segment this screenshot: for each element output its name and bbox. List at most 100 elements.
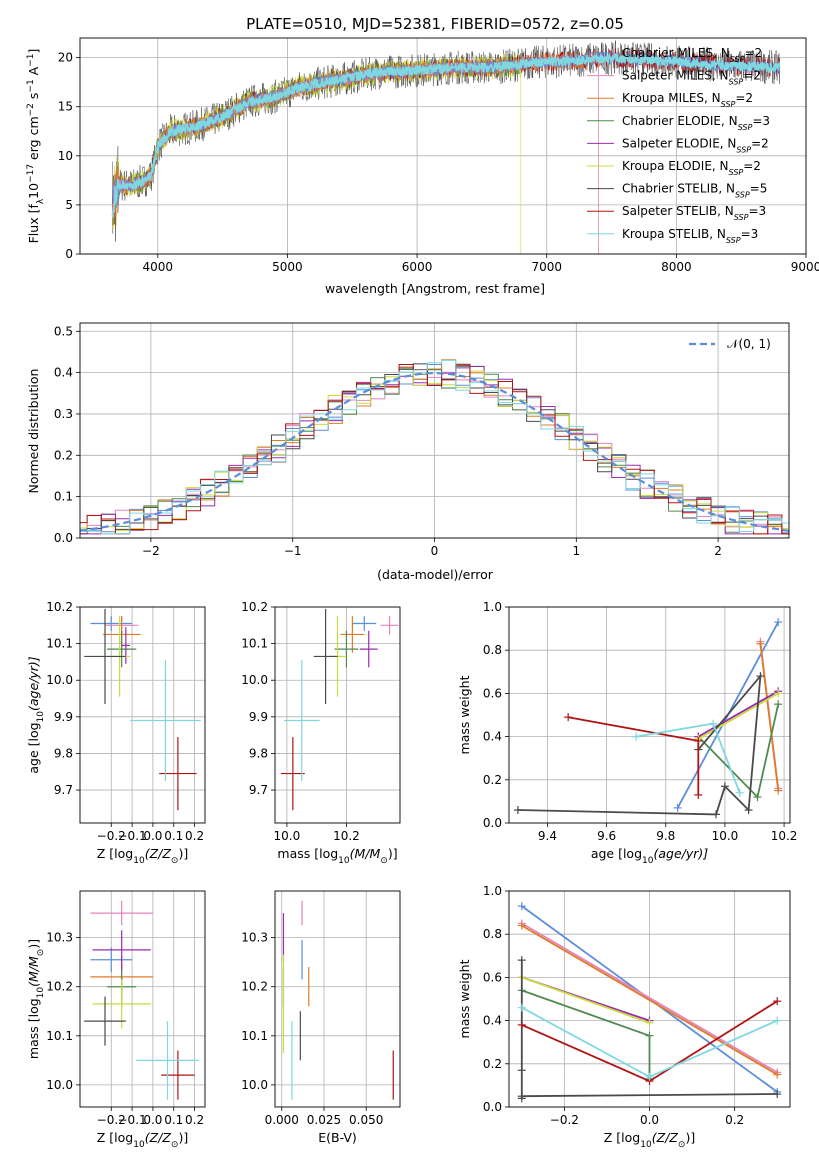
x-tick-label: 0.025 — [307, 1113, 341, 1127]
label-part: 10 — [642, 856, 654, 866]
histogram-chabrier_miles — [80, 363, 789, 535]
legend-label-kroupa_stelib: Kroupa STELIB, NSSP=3 — [622, 227, 758, 245]
residuals-axes: −2 −1 0 1 2 0.0 0.1 0.2 0.3 0.4 0.5 𝒩(0, 1) (data-mo… — [26, 322, 790, 582]
y-tick-label: 10.0 — [241, 673, 268, 687]
legend-suffix: =3 — [748, 204, 766, 218]
y-tick-label: 0.6 — [483, 686, 502, 700]
x-tick-label: −1 — [284, 544, 302, 558]
label-part: −17 — [26, 164, 36, 183]
mass_weight_vs_Z-axes-marks — [517, 902, 782, 1103]
y-tick-label: 0.3 — [54, 407, 73, 421]
label-part: Flux [f — [26, 204, 41, 244]
axes-frame — [508, 890, 791, 1108]
legend-sub: SSP — [734, 213, 749, 222]
x-tick-label: 10.2 — [333, 829, 360, 843]
legend-suffix: =2 — [743, 69, 761, 83]
label-part: 10 — [36, 711, 46, 723]
label-part: (Z/Z — [145, 846, 172, 861]
figure-title: PLATE=0510, MJD=52381, FIBERID=0572, z=0… — [246, 15, 624, 33]
label-part: )] — [178, 1130, 188, 1145]
label-part: )] — [178, 846, 188, 861]
label-part: Z [log — [97, 1130, 133, 1145]
label-part: )] — [388, 846, 398, 861]
y-tick-label: 0.4 — [483, 1014, 502, 1028]
x-tick-label: −0.1 — [118, 829, 147, 843]
y-tick-label: 20 — [58, 51, 73, 65]
residuals-axes-marks — [80, 359, 789, 535]
x-tick-label: 9.6 — [597, 829, 616, 843]
legend-label-salpeter_miles: Salpeter MILES, NSSP=2 — [622, 69, 761, 87]
x-axis-label: (data-model)/error — [377, 567, 494, 582]
y-tick-label: 10.1 — [241, 1029, 268, 1043]
histogram-salpeter_stelib — [80, 364, 789, 535]
x-tick-label: 1 — [572, 544, 580, 558]
legend-suffix: =3 — [752, 114, 770, 128]
y-tick-label: 15 — [58, 100, 73, 114]
label-part: −2 — [26, 103, 36, 116]
spectrum-axes-marks — [111, 40, 781, 254]
y-axis-label: mass weight — [457, 675, 472, 754]
label-part: (Z/Z — [652, 1130, 679, 1145]
legend-suffix: =2 — [743, 159, 761, 173]
y-axis-label: mass [log10(M/M⊙)] — [26, 939, 46, 1059]
age_vs_Z-axes-marks — [84, 608, 201, 811]
legend-text: Kroupa STELIB, N — [622, 227, 726, 241]
series-chabrier_stelib — [517, 673, 762, 816]
histogram-kroupa_elodie — [80, 370, 789, 531]
histogram-kroupa_stelib — [80, 359, 789, 535]
x-axis-label: mass [log10(M/M⊙)] — [277, 846, 397, 866]
label-part: (M/M — [350, 846, 381, 861]
y-tick-label: 10.1 — [241, 637, 268, 651]
x-tick-label: −0.2 — [550, 1113, 579, 1127]
normal-legend-label: 𝒩(0, 1) — [727, 337, 771, 351]
legend-text: Salpeter ELODIE, N — [622, 136, 736, 150]
x-tick-label: 0 — [431, 544, 439, 558]
mass_vs_Z-axes: −0.2−0.10.0 0.1 0.210.010.110.210.3Z [log1… — [26, 890, 206, 1150]
normal-curve — [80, 371, 789, 532]
x-tick-label: −2 — [142, 544, 160, 558]
spectrum-line-kroupa_stelib — [111, 51, 781, 218]
series-kroupa_miles — [759, 643, 780, 791]
y-tick-label: 0.4 — [483, 730, 502, 744]
legend-text: Chabrier ELODIE, N — [622, 114, 738, 128]
legend-label-chabrier_miles: Chabrier MILES, NSSP=2 — [622, 46, 762, 64]
x-tick-label: 10.0 — [712, 829, 739, 843]
label-part: 10 — [133, 856, 145, 866]
label-part: A — [26, 66, 41, 79]
label-part: )] — [685, 1130, 695, 1145]
label-part: 10 — [26, 183, 41, 199]
label-part: ⊙ — [380, 856, 388, 866]
mass_vs_ebv-axes: 0.000 0.025 0.050 10.0 10.1 10.2 10.3 E(B-V) — [241, 890, 401, 1145]
legend-text: Chabrier STELIB, N — [622, 182, 735, 196]
label-part: (Z/Z — [145, 1130, 172, 1145]
y-axis-label: mass weight — [457, 959, 472, 1038]
y-tick-label: 0.0 — [483, 1100, 502, 1114]
axes-frame — [79, 890, 206, 1108]
legend-sub: SSP — [729, 77, 744, 86]
x-axis-label: age [log10(age/yr)] — [591, 846, 708, 866]
y-tick-label: 0.1 — [54, 490, 73, 504]
label-part: s — [26, 93, 41, 104]
x-tick-label: −0.2 — [97, 829, 126, 843]
legend-text: Kroupa MILES, N — [622, 91, 721, 105]
y-tick-label: 10.3 — [46, 931, 73, 945]
y-tick-label: 0.8 — [483, 927, 502, 941]
x-tick-label: 2 — [714, 544, 722, 558]
legend-label-chabrier_stelib: Chabrier STELIB, NSSP=5 — [622, 182, 767, 200]
x-tick-label: −0.1 — [118, 1113, 147, 1127]
y-tick-label: 9.7 — [54, 783, 73, 797]
y-tick-label: 0.5 — [54, 324, 73, 338]
label-part: λ — [36, 198, 46, 204]
mass_vs_Z-axes-marks — [84, 900, 199, 1100]
legend-suffix: =2 — [735, 91, 753, 105]
label-part: −1 — [26, 54, 36, 67]
label-part: mass [log — [26, 998, 41, 1059]
y-tick-label: 5 — [65, 198, 73, 212]
series-kroupa_stelib — [636, 722, 741, 794]
legend-text: Kroupa ELODIE, N — [622, 159, 729, 173]
legend-sub: SSP — [726, 235, 741, 244]
label-part: )] — [26, 939, 41, 949]
y-tick-label: 9.8 — [249, 746, 268, 760]
x-tick-label: 10.2 — [771, 829, 798, 843]
